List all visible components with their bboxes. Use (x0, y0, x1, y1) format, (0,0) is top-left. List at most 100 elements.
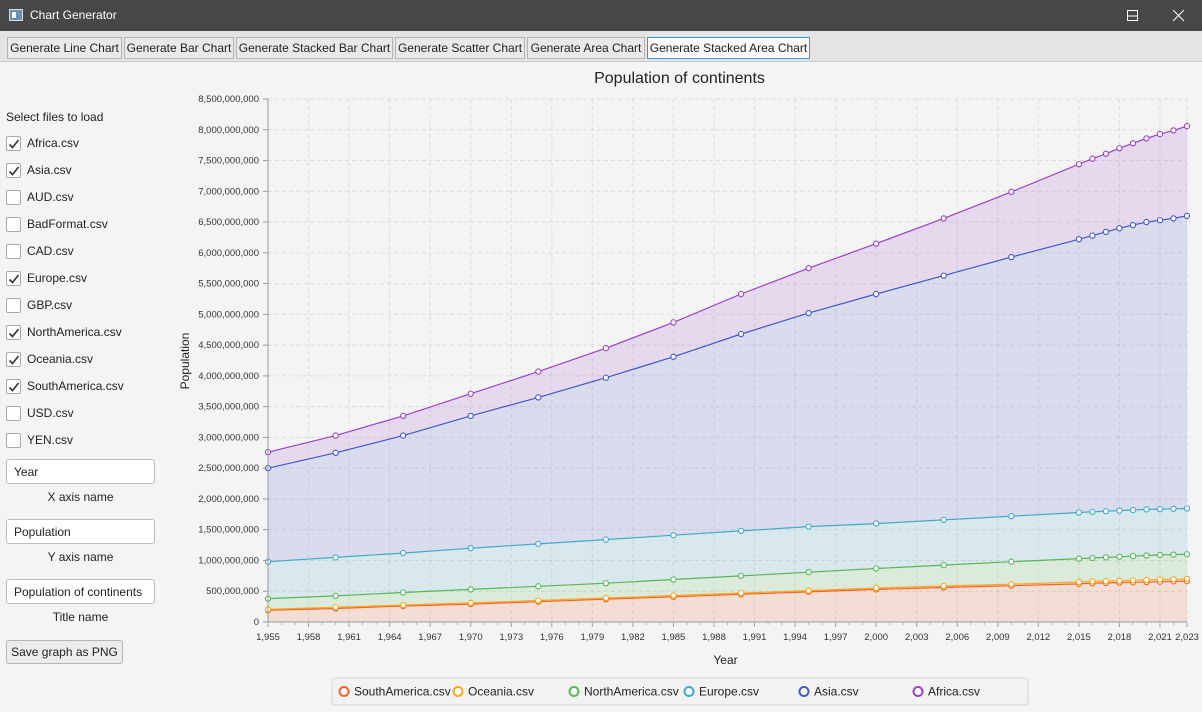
legend-label: Europe.csv (699, 685, 759, 699)
x-tick-label: 1,961 (337, 632, 361, 643)
checkbox[interactable] (6, 325, 21, 340)
x-tick-label: 1,955 (256, 632, 280, 643)
y-axis-name-input[interactable] (6, 519, 155, 544)
title-bar: Chart Generator (0, 0, 1202, 31)
data-point (1170, 215, 1177, 222)
window-title: Chart Generator (30, 8, 117, 22)
data-point (1102, 228, 1110, 236)
data-point (1116, 225, 1123, 232)
legend-label: NorthAmerica.csv (584, 685, 679, 699)
data-point (1102, 508, 1110, 515)
x-axis-label: Year (713, 653, 737, 667)
y-tick-label: 5,500,000,000 (198, 279, 259, 290)
checkbox[interactable] (6, 190, 21, 205)
data-point (670, 592, 677, 599)
legend-label: Africa.csv (928, 685, 980, 699)
data-point (1170, 127, 1177, 134)
tab-generate-line-chart[interactable]: Generate Line Chart (7, 37, 122, 59)
data-point (873, 584, 880, 592)
chart-title: Population of continents (594, 70, 765, 87)
data-point (737, 527, 745, 535)
data-point (535, 540, 542, 548)
area-northamerica (268, 554, 1187, 610)
data-point (1116, 507, 1123, 514)
x-tick-label: 2,015 (1067, 632, 1091, 643)
data-point (535, 394, 542, 401)
data-point (805, 569, 812, 576)
y-tick-label: 6,500,000,000 (198, 217, 259, 228)
data-point (1129, 221, 1137, 229)
legend-label: Asia.csv (814, 685, 859, 699)
data-point (670, 576, 677, 583)
title-name-input[interactable] (6, 579, 155, 604)
checkbox[interactable] (6, 406, 21, 421)
area-southamerica (268, 581, 1187, 622)
tab-generate-area-chart[interactable]: Generate Area Chart (527, 37, 645, 59)
file-name-label: Asia.csv (27, 163, 72, 177)
y-tick-label: 4,000,000,000 (198, 371, 259, 382)
data-point (940, 272, 947, 279)
checkbox[interactable] (6, 244, 21, 259)
checkmark-icon (8, 166, 20, 176)
y-tick-label: 7,500,000,000 (198, 156, 259, 167)
file-name-label: BadFormat.csv (27, 217, 108, 231)
data-point (737, 572, 745, 580)
x-tick-label: 1,982 (621, 632, 645, 643)
data-point (737, 589, 745, 597)
file-name-label: Europe.csv (27, 271, 88, 285)
area-asia (268, 215, 1187, 562)
data-point (332, 604, 339, 611)
data-point (1008, 253, 1015, 261)
data-point (1183, 575, 1191, 583)
tab-generate-bar-chart[interactable]: Generate Bar Chart (124, 37, 234, 59)
data-point (467, 586, 474, 593)
checkbox[interactable] (6, 433, 21, 448)
data-point (1143, 218, 1150, 226)
data-point (1089, 232, 1096, 239)
x-axis-name-caption: X axis name (47, 490, 114, 504)
x-tick-label: 1,991 (743, 632, 767, 643)
data-point (1170, 551, 1177, 558)
minimize-button[interactable] (1110, 0, 1156, 31)
checkmark-icon (8, 355, 20, 365)
x-tick-label: 2,006 (945, 632, 969, 643)
tab-generate-scatter-chart[interactable]: Generate Scatter Chart (395, 37, 525, 59)
data-point (332, 432, 339, 439)
data-point (873, 520, 880, 527)
data-point (1143, 552, 1150, 559)
y-tick-label: 2,000,000,000 (198, 494, 259, 505)
y-tick-label: 500,000,000 (206, 586, 259, 597)
y-tick-label: 2,500,000,000 (198, 463, 259, 474)
data-point (1075, 509, 1083, 516)
data-point (1129, 553, 1137, 560)
y-tick-label: 3,500,000,000 (198, 402, 259, 413)
checkbox[interactable] (6, 163, 21, 178)
checkbox[interactable] (6, 271, 21, 286)
checkmark-icon (8, 382, 20, 392)
legend-marker-icon (798, 686, 810, 697)
x-tick-label: 1,988 (702, 632, 726, 643)
data-point (1116, 145, 1123, 152)
y-tick-label: 8,500,000,000 (198, 94, 259, 105)
tab-generate-stacked-area-chart[interactable]: Generate Stacked Area Chart (647, 37, 810, 59)
file-name-label: AUD.csv (27, 190, 74, 204)
select-files-label: Select files to load (6, 110, 104, 124)
plot-area (268, 99, 1187, 622)
checkbox[interactable] (6, 379, 21, 394)
checkbox[interactable] (6, 217, 21, 232)
x-tick-label: 1,976 (540, 632, 564, 643)
tab-generate-stacked-bar-chart[interactable]: Generate Stacked Bar Chart (236, 37, 393, 59)
data-point (1116, 577, 1123, 584)
checkbox[interactable] (6, 352, 21, 367)
x-axis-name-input[interactable] (6, 459, 155, 484)
data-point (1102, 577, 1110, 585)
checkbox[interactable] (6, 136, 21, 151)
maximize-button[interactable] (1110, 0, 1156, 31)
data-point (1170, 576, 1177, 583)
checkbox[interactable] (6, 298, 21, 313)
data-point (1156, 505, 1164, 513)
data-point (602, 374, 610, 381)
save-png-button[interactable]: Save graph as PNG (6, 640, 123, 664)
close-button[interactable] (1156, 0, 1202, 31)
tab-bar: Generate Line Chart Generate Bar Chart Gen… (0, 31, 1202, 62)
